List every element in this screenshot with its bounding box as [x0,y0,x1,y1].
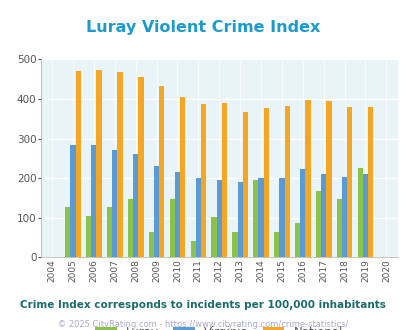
Legend: Luray, Virginia, National: Luray, Virginia, National [92,323,346,330]
Bar [320,174,326,257]
Text: Luray Violent Crime Index: Luray Violent Crime Index [85,20,320,35]
Bar [211,217,216,257]
Bar [195,178,200,257]
Bar [253,180,258,257]
Bar [263,108,268,257]
Bar [169,199,175,257]
Bar [133,154,138,257]
Bar [117,72,122,257]
Bar [153,166,159,257]
Bar [138,77,143,257]
Bar [336,199,341,257]
Bar [367,107,373,257]
Bar [107,207,112,257]
Bar [279,178,284,257]
Bar [258,178,263,257]
Bar [232,232,237,257]
Text: © 2025 CityRating.com - https://www.cityrating.com/crime-statistics/: © 2025 CityRating.com - https://www.city… [58,319,347,329]
Bar [216,180,221,257]
Bar [200,104,206,257]
Bar [341,178,346,257]
Bar [362,174,367,257]
Bar [91,145,96,257]
Bar [346,107,352,257]
Bar [159,86,164,257]
Bar [294,223,299,257]
Bar [221,103,226,257]
Bar [242,112,247,257]
Bar [112,150,117,257]
Bar [148,232,153,257]
Bar [128,199,133,257]
Bar [315,191,320,257]
Text: Crime Index corresponds to incidents per 100,000 inhabitants: Crime Index corresponds to incidents per… [20,300,385,310]
Bar [284,106,289,257]
Bar [180,97,185,257]
Bar [96,70,102,257]
Bar [326,101,331,257]
Bar [305,100,310,257]
Bar [357,168,362,257]
Bar [75,71,81,257]
Bar [273,232,279,257]
Bar [86,216,91,257]
Bar [190,241,195,257]
Bar [175,172,180,257]
Bar [237,182,242,257]
Bar [65,207,70,257]
Bar [299,170,305,257]
Bar [70,145,75,257]
